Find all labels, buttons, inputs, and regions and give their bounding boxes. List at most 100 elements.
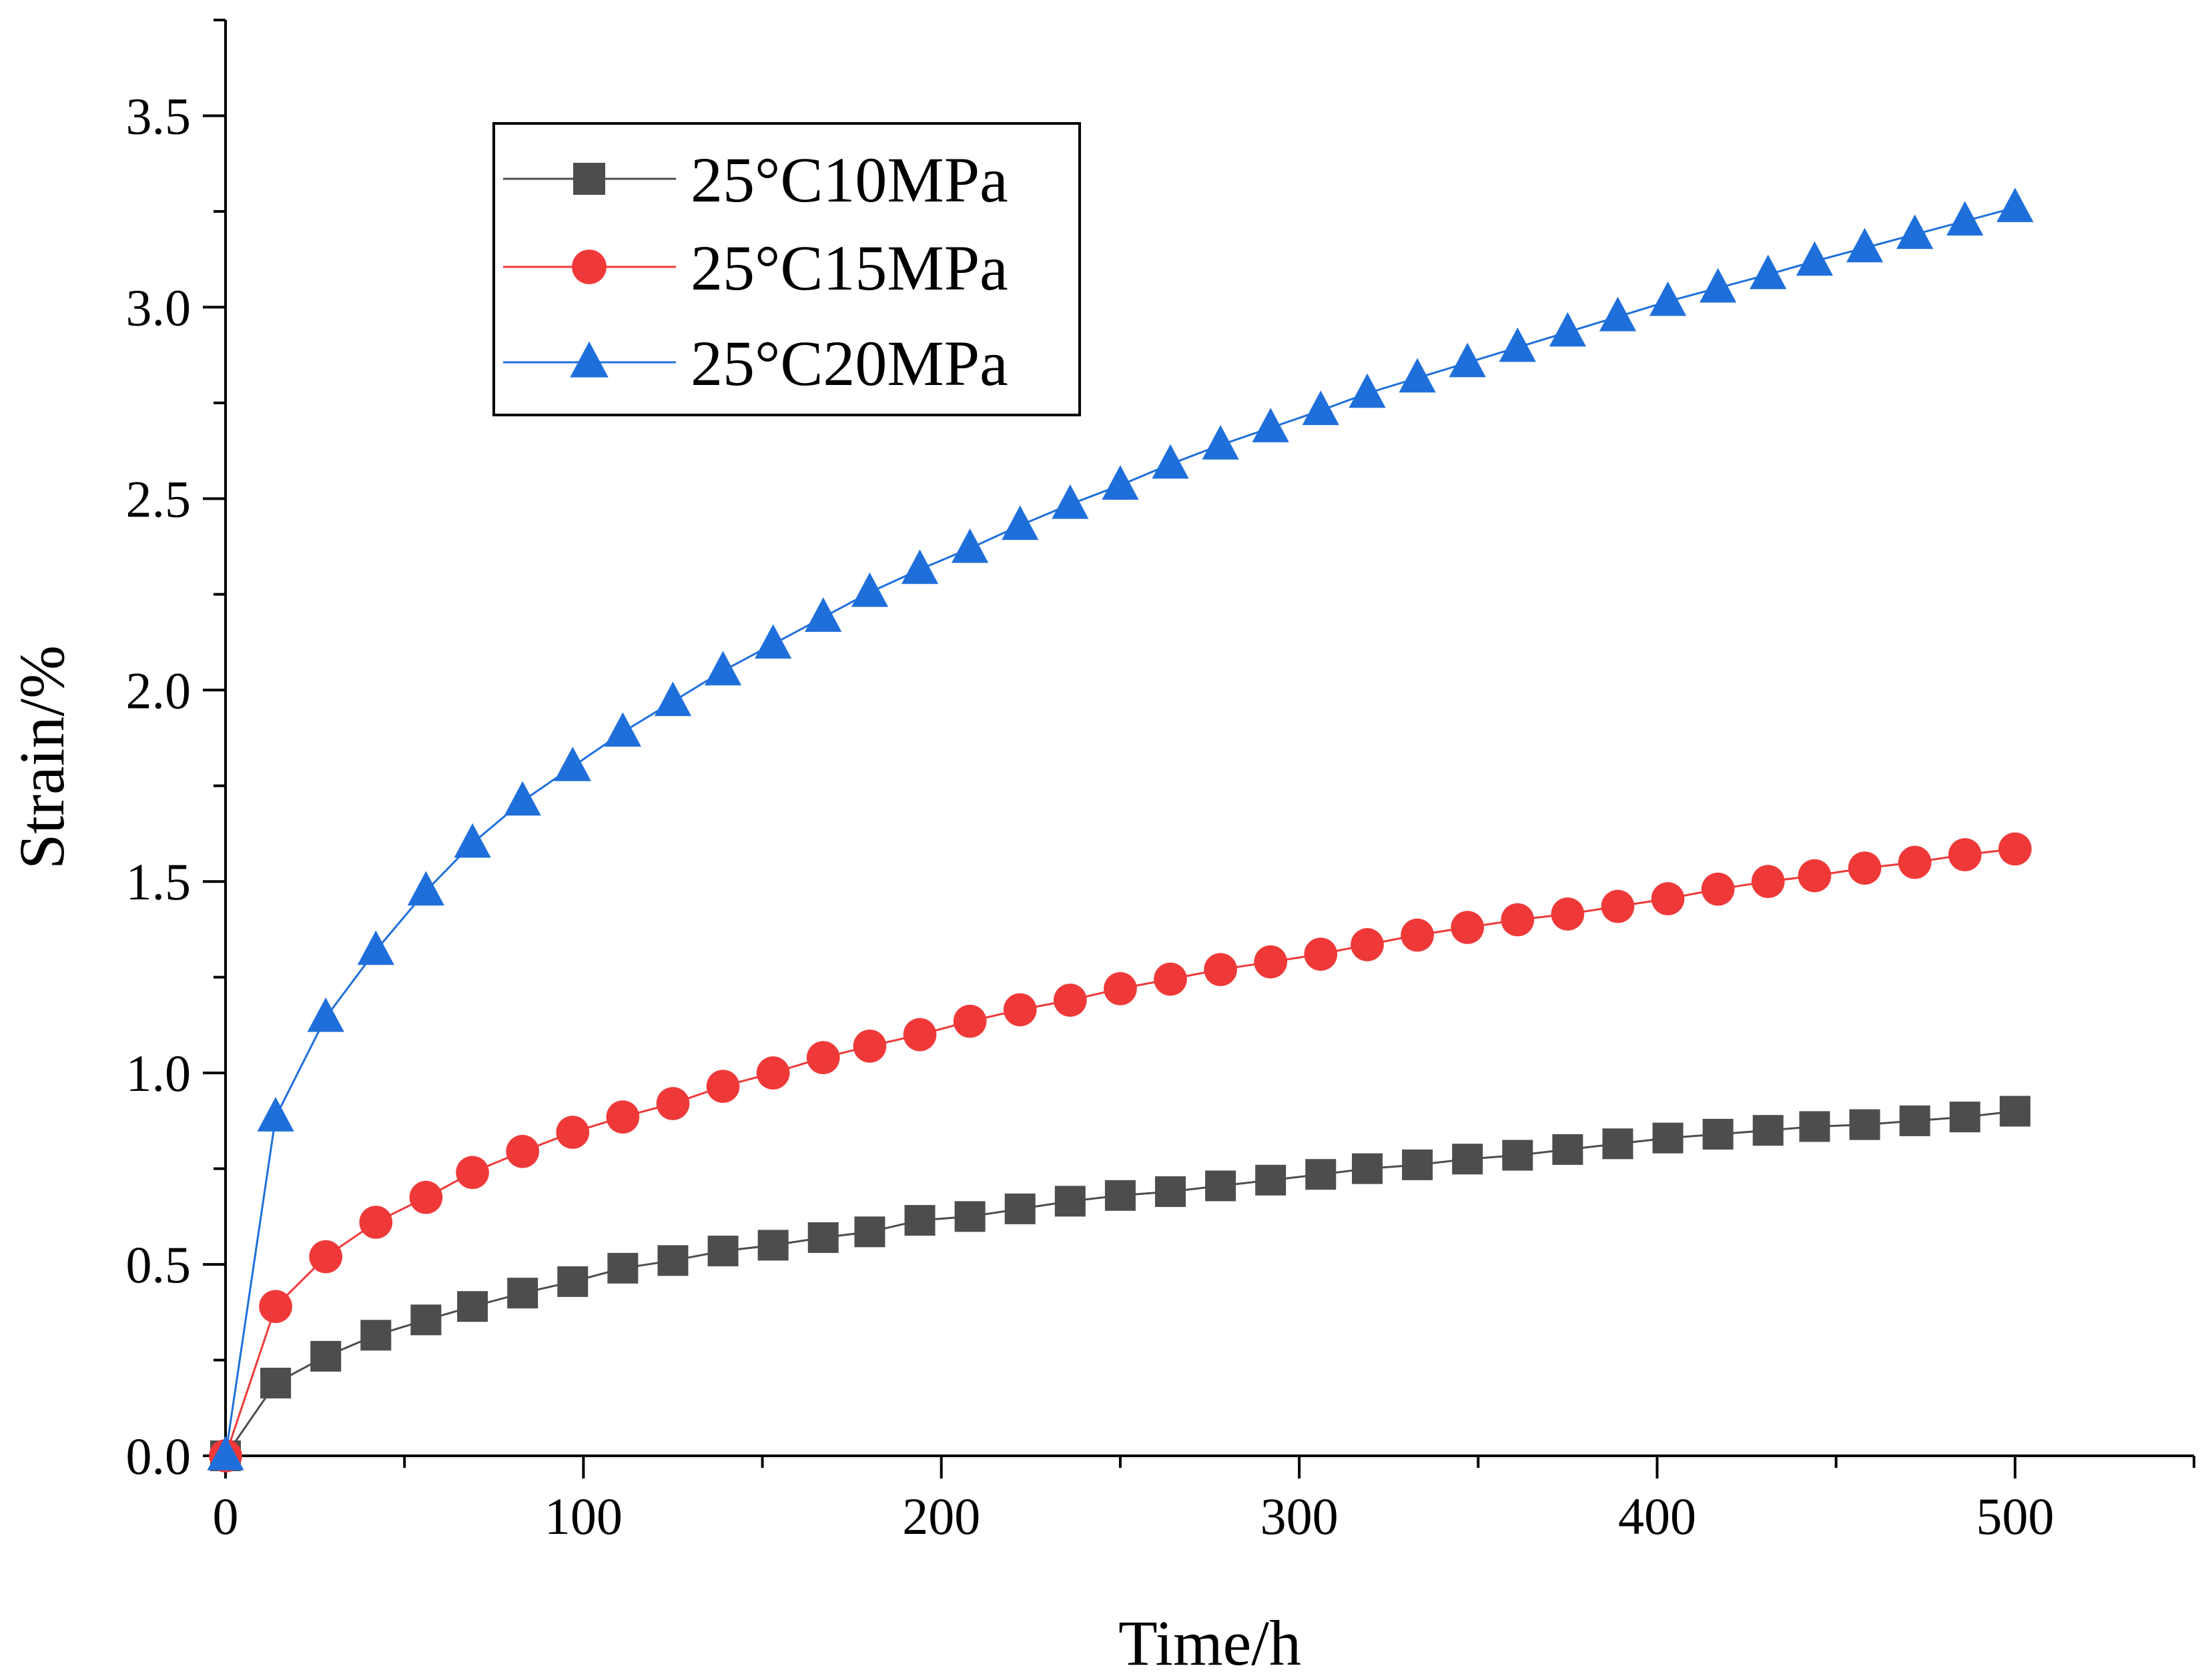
- data-point: [756, 1056, 790, 1090]
- data-point: [1752, 1115, 1784, 1146]
- data-point: [1351, 928, 1384, 961]
- data-point: [1349, 373, 1386, 408]
- data-point: [454, 823, 491, 858]
- data-point: [557, 1266, 589, 1297]
- data-point: [310, 1340, 342, 1372]
- data-point: [504, 781, 541, 816]
- data-point: [410, 1304, 442, 1336]
- x-tick-label: 500: [1976, 1487, 2054, 1545]
- legend-marker-square: [573, 163, 605, 195]
- data-point: [554, 747, 591, 781]
- data-point: [607, 1252, 639, 1284]
- data-point: [1499, 327, 1536, 362]
- data-point: [952, 528, 989, 563]
- data-point: [851, 572, 889, 607]
- data-point: [1305, 1159, 1337, 1190]
- data-point: [1003, 993, 1037, 1027]
- data-point: [757, 1230, 789, 1261]
- data-point: [904, 1205, 936, 1236]
- data-point: [1750, 254, 1787, 290]
- data-point: [1751, 865, 1785, 899]
- data-point: [1004, 1193, 1036, 1224]
- data-point: [854, 1216, 885, 1248]
- data-point: [1899, 1105, 1930, 1136]
- data-point: [1204, 953, 1237, 987]
- y-tick-label: 1.0: [126, 1044, 192, 1102]
- data-point: [954, 1201, 986, 1232]
- y-tick-label: 0.0: [126, 1427, 192, 1485]
- data-point: [1053, 983, 1087, 1017]
- data-point: [1552, 1134, 1583, 1165]
- data-point: [1651, 882, 1685, 915]
- data-point: [506, 1134, 540, 1168]
- data-point: [1602, 1128, 1633, 1160]
- data-point: [357, 930, 394, 965]
- data-point: [1352, 1153, 1383, 1184]
- data-point: [1896, 214, 1934, 250]
- data-point: [1202, 425, 1239, 460]
- data-point: [360, 1320, 392, 1351]
- data-point: [1949, 1102, 1980, 1133]
- data-point: [706, 1070, 740, 1104]
- data-point: [1549, 312, 1586, 347]
- data-point: [606, 1100, 640, 1134]
- data-point: [1551, 897, 1585, 931]
- data-point: [1304, 937, 1338, 971]
- data-point: [755, 624, 792, 659]
- data-point: [1154, 962, 1187, 996]
- data-point: [901, 549, 939, 584]
- data-point: [1401, 918, 1434, 952]
- legend-marker-circle: [572, 250, 607, 284]
- data-point: [1399, 358, 1436, 393]
- data-point: [1652, 1122, 1684, 1154]
- data-point: [1102, 465, 1139, 500]
- series-3: [207, 187, 2034, 1471]
- data-point: [1996, 187, 2034, 222]
- y-tick-label: 2.0: [126, 661, 192, 719]
- x-tick-label: 200: [902, 1487, 980, 1545]
- data-point: [1599, 296, 1637, 332]
- data-point: [1948, 838, 1982, 871]
- x-tick-label: 0: [213, 1487, 239, 1545]
- data-point: [1402, 1149, 1433, 1180]
- data-point: [259, 1290, 292, 1324]
- legend-label: 25°C10MPa: [691, 144, 1008, 216]
- data-point: [257, 1097, 294, 1132]
- y-tick-label: 3.5: [126, 87, 192, 145]
- data-point: [1449, 342, 1486, 378]
- y-tick-label: 2.5: [126, 470, 192, 528]
- y-axis-title: Strain/%: [6, 645, 77, 869]
- data-point: [1846, 228, 1884, 263]
- data-point: [707, 1235, 739, 1266]
- x-tick-label: 300: [1260, 1487, 1339, 1545]
- data-point: [1848, 851, 1882, 885]
- data-point: [456, 1156, 489, 1190]
- data-point: [604, 712, 641, 747]
- data-point: [1155, 1176, 1186, 1208]
- data-point: [1798, 859, 1832, 893]
- data-point: [309, 1240, 343, 1274]
- data-point: [805, 597, 842, 632]
- y-tick-label: 1.5: [126, 853, 192, 911]
- legend-label: 25°C20MPa: [691, 328, 1008, 399]
- data-point: [704, 651, 742, 686]
- data-point: [1799, 1111, 1830, 1142]
- data-point: [1054, 1186, 1086, 1217]
- axes: 0 100 200 300 400 500 0.0 0.5 1.0 1.5 2.0 2.5 3.0 3.5: [126, 19, 2195, 1545]
- data-point: [1255, 1164, 1286, 1196]
- legend-marker-triangle: [570, 341, 609, 378]
- data-point: [657, 1245, 689, 1276]
- data-point: [1796, 241, 1834, 276]
- legend-label: 25°C15MPa: [691, 232, 1008, 304]
- data-point: [556, 1116, 590, 1149]
- data-point: [1104, 1180, 1136, 1211]
- data-point: [1302, 390, 1339, 426]
- data-point: [1451, 911, 1485, 944]
- data-point: [1702, 1118, 1734, 1150]
- data-point: [1898, 845, 1932, 879]
- data-point: [1152, 444, 1189, 479]
- data-point: [806, 1041, 840, 1075]
- data-point: [1946, 201, 1984, 236]
- data-point: [1002, 505, 1039, 540]
